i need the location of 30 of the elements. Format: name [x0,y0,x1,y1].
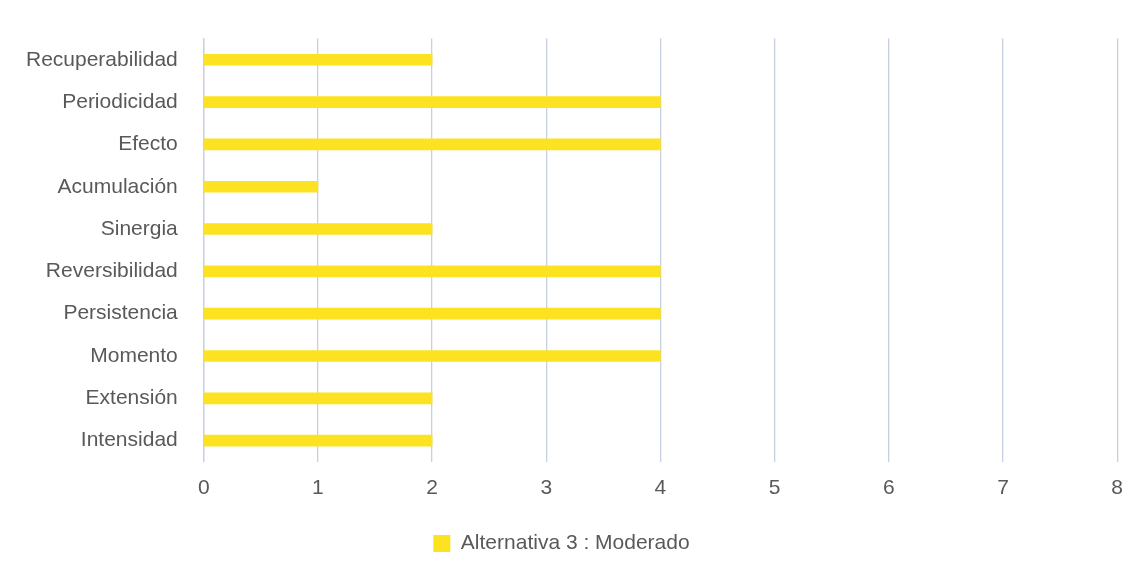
y-tick-label: Persistencia [63,300,179,324]
bar [204,350,661,362]
x-tick-label: 2 [426,475,438,499]
bar [204,138,661,151]
bar [204,53,433,66]
bar [204,434,433,447]
x-tick-label: 3 [540,475,553,499]
bar [204,392,433,405]
y-tick-label: Reversibilidad [45,258,178,282]
y-tick-label: Periodicidad [62,88,178,112]
y-tick-label: Intensidad [80,427,178,451]
bar [204,307,661,320]
y-tick-label: Acumulación [57,173,178,197]
legend-label: Alternativa 3 : Moderado [460,530,690,554]
x-tick-label: 1 [312,475,324,499]
y-tick-label: Sinergia [100,215,179,239]
x-tick-label: 5 [768,475,781,499]
y-tick-label: Efecto [118,131,178,155]
bar [204,223,433,235]
x-tick-label: 6 [882,475,895,499]
y-tick-label: Momento [90,342,178,366]
x-tick-label: 0 [197,475,210,499]
bar [204,96,661,108]
x-tick-label: 4 [654,475,667,499]
x-tick-label: 8 [1111,475,1123,499]
y-tick-label: Extensión [85,385,178,409]
x-tick-label: 7 [997,475,1009,499]
bar [204,180,319,193]
bar [204,265,661,278]
y-tick-label: Recuperabilidad [25,46,178,70]
